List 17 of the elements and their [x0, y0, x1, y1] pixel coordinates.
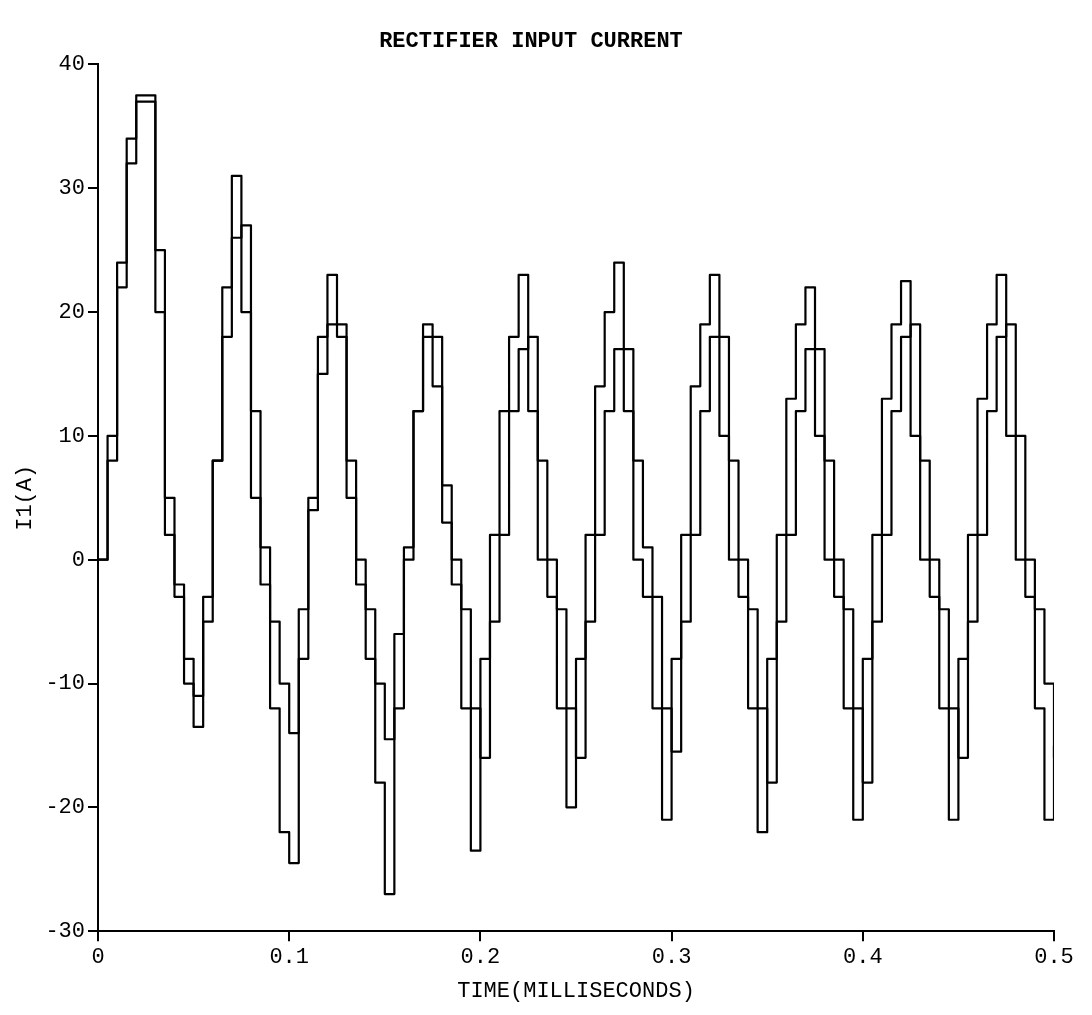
y-tick-label: -10 [45, 671, 86, 697]
y-tick-label: -20 [45, 795, 86, 821]
chart-title: RECTIFIER INPUT CURRENT [379, 28, 683, 54]
x-tick-label: 0 [91, 945, 105, 971]
x-tick-label: 0.1 [269, 945, 310, 971]
y-tick-label: 30 [58, 176, 86, 202]
x-tick-label: 0.2 [460, 945, 501, 971]
y-tick-label: 0 [71, 547, 86, 573]
x-tick-label: 0.5 [1034, 945, 1074, 971]
y-tick-label: -30 [45, 919, 86, 945]
y-axis-title: I1(A) [13, 464, 39, 531]
x-axis-title: TIME(MILLISECONDS) [457, 978, 695, 1004]
y-tick-label: 20 [58, 299, 86, 325]
y-tick-label: 10 [58, 423, 86, 449]
x-tick-label: 0.3 [651, 945, 692, 971]
y-tick-label: 40 [58, 52, 86, 78]
x-tick-label: 0.4 [843, 945, 883, 971]
